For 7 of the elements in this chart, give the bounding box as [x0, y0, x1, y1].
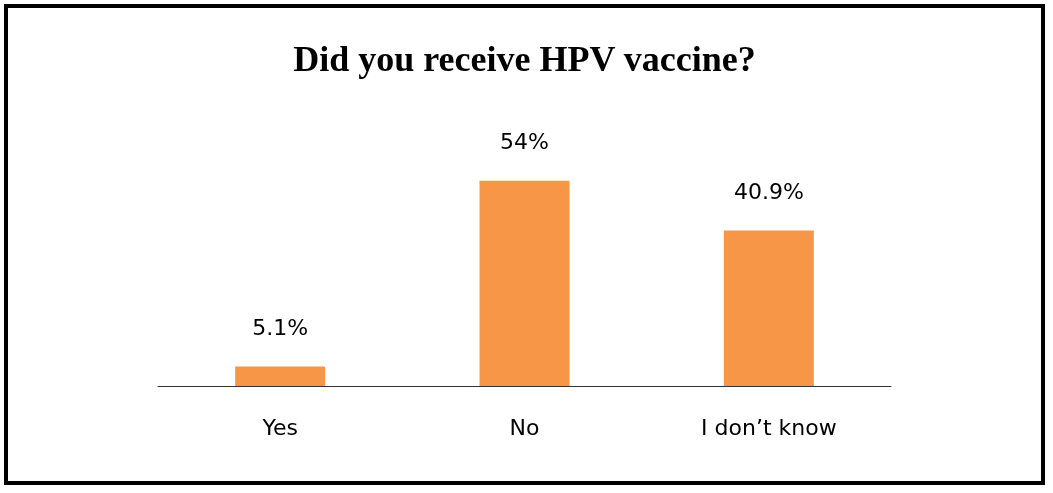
x-tick-label: Yes: [261, 414, 298, 440]
data-label: 54%: [500, 129, 549, 155]
data-label: 5.1%: [252, 315, 309, 341]
x-tick-label: I don’t know: [701, 414, 837, 440]
x-tick-label: No: [509, 414, 540, 440]
chart-title: Did you receive HPV vaccine?: [293, 39, 756, 79]
data-label: 40.9%: [733, 179, 804, 205]
